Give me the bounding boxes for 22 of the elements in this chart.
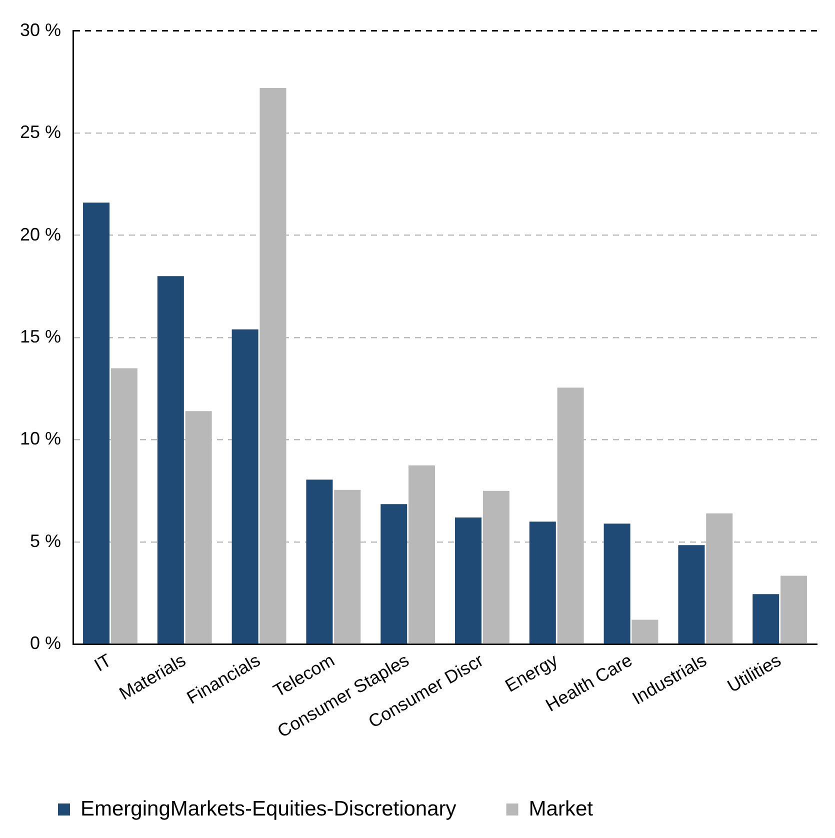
y-tick-label: 25 %: [20, 122, 62, 142]
bar: [678, 545, 705, 644]
bar: [632, 620, 658, 644]
y-tick-label: 5 %: [30, 530, 62, 551]
bar: [604, 524, 630, 644]
bar: [529, 522, 556, 644]
y-tick-label: 15 %: [20, 326, 62, 346]
bar: [157, 276, 184, 644]
bar: [455, 517, 482, 644]
legend-label: EmergingMarkets-Equities-Discretionary: [80, 797, 457, 820]
bar: [306, 480, 333, 644]
bar: [232, 329, 258, 644]
x-tick-label: IT: [90, 650, 115, 676]
bar: [780, 576, 808, 644]
legend-label: Market: [528, 797, 594, 820]
bar: [83, 202, 110, 644]
bar: [380, 504, 408, 644]
y-tick-label: 0 %: [30, 633, 62, 654]
y-tick-label: 10 %: [20, 428, 62, 449]
y-tick-label: 30 %: [20, 20, 62, 40]
bar: [752, 594, 780, 644]
y-tick-label: 20 %: [20, 224, 62, 244]
